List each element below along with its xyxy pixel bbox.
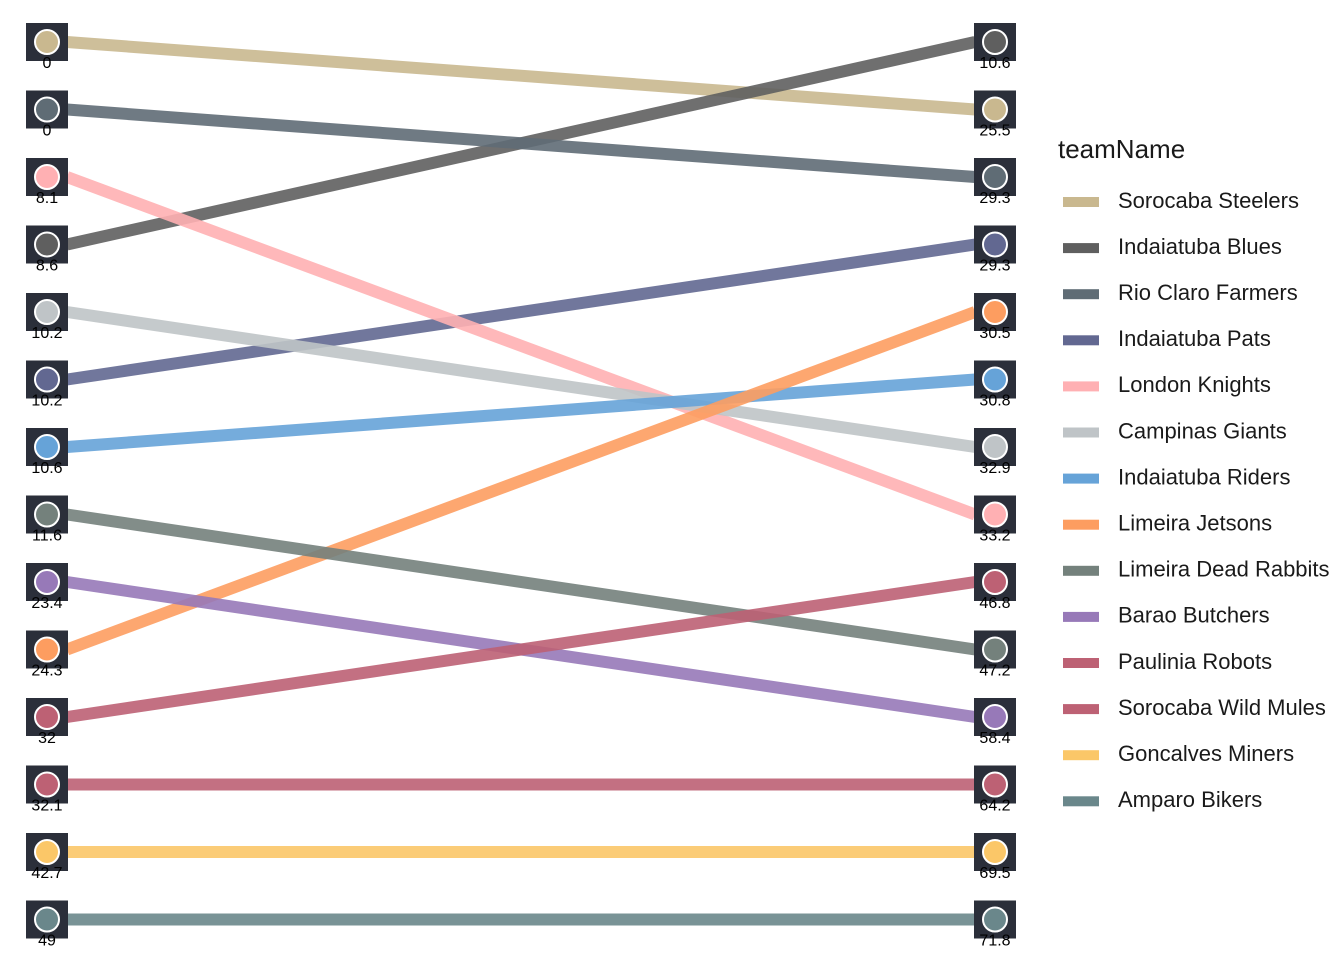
value-label: 33.2 <box>979 528 1010 545</box>
value-label: 8.6 <box>36 258 58 275</box>
slope-line <box>64 306 978 656</box>
slope-line <box>66 36 976 116</box>
legend-key <box>1063 243 1099 254</box>
logo-emblem <box>982 704 1008 730</box>
value-label: 46.8 <box>979 595 1010 612</box>
logo-emblem <box>34 569 60 595</box>
value-label: 42.7 <box>31 865 62 882</box>
legend-key <box>1063 427 1099 438</box>
legend-key <box>1063 381 1099 392</box>
logo-emblem <box>34 231 60 258</box>
value-label: 30.8 <box>979 393 1010 410</box>
logo-emblem <box>34 771 60 798</box>
legend-label: London Knights <box>1118 372 1271 397</box>
logo-emblem <box>34 704 60 730</box>
logo-emblem <box>982 164 1008 190</box>
logo-emblem <box>982 569 1008 595</box>
logo-emblem <box>982 366 1008 393</box>
legend-label: Indaiatuba Riders <box>1118 464 1290 489</box>
logo-emblem <box>34 906 60 933</box>
logo-emblem <box>34 96 60 123</box>
value-label: 69.5 <box>979 865 1010 882</box>
logo-emblem <box>34 366 60 393</box>
value-label: 23.4 <box>31 595 62 612</box>
logo-emblem <box>982 29 1008 55</box>
legend-key <box>1063 519 1099 530</box>
legend-key <box>1063 565 1099 576</box>
value-label: 10.6 <box>31 460 62 477</box>
slope-line <box>64 171 978 521</box>
legend-key <box>1063 335 1099 346</box>
logo-emblem <box>34 839 60 865</box>
legend-label: Rio Claro Farmers <box>1118 280 1298 305</box>
value-label: 10.6 <box>979 55 1010 72</box>
legend-label: Indaiatuba Pats <box>1118 326 1271 351</box>
logo-emblem <box>34 501 60 528</box>
logo-emblem <box>982 231 1008 258</box>
legend-label: Campinas Giants <box>1118 418 1287 443</box>
value-label: 71.8 <box>979 933 1010 950</box>
legend-label: Amparo Bikers <box>1118 787 1262 812</box>
legend-label: Limeira Dead Rabbits <box>1118 557 1330 582</box>
legend-label: Sorocaba Wild Mules <box>1118 695 1326 720</box>
logo-emblem <box>34 636 60 663</box>
legend-label: Goncalves Miners <box>1118 741 1294 766</box>
legend-key <box>1063 289 1099 300</box>
slope-line <box>66 238 976 386</box>
value-label: 8.1 <box>36 190 58 207</box>
value-label: 25.5 <box>979 123 1010 140</box>
logo-emblem <box>982 771 1008 798</box>
logo-emblem <box>982 501 1008 528</box>
slope-line <box>66 508 976 656</box>
value-label: 0 <box>43 55 52 72</box>
value-label: 32.1 <box>31 798 62 815</box>
logo-emblem <box>982 299 1008 325</box>
value-label: 0 <box>43 123 52 140</box>
legend-key <box>1063 473 1099 484</box>
legend-title: teamName <box>1058 134 1185 164</box>
value-label: 32 <box>38 730 56 747</box>
legend-key <box>1063 611 1099 622</box>
value-label: 47.2 <box>979 663 1010 680</box>
slope-line <box>66 103 976 183</box>
logo-emblem <box>34 29 60 55</box>
value-label: 10.2 <box>31 325 62 342</box>
value-label: 11.6 <box>32 528 62 545</box>
value-label: 10.2 <box>31 393 62 410</box>
logo-emblem <box>34 164 60 190</box>
logos: 0 25.5 8.6 10.6 0 29.3 10.2 29.3 8.1 33.2 10.2 32.9… <box>26 23 1016 950</box>
logo-emblem <box>34 299 60 325</box>
logo-emblem <box>982 906 1008 933</box>
logo-emblem <box>982 434 1008 460</box>
value-label: 29.3 <box>979 190 1010 207</box>
value-label: 24.3 <box>31 663 62 680</box>
logo-emblem <box>982 636 1008 663</box>
slope-line <box>66 373 976 453</box>
legend-label: Paulinia Robots <box>1118 649 1272 674</box>
legend-key <box>1063 704 1099 715</box>
value-label: 64.2 <box>979 798 1010 815</box>
slope-line <box>66 306 976 453</box>
legend-key <box>1063 796 1099 807</box>
legend-key <box>1063 750 1099 761</box>
logo-emblem <box>34 434 60 460</box>
value-label: 29.3 <box>979 258 1010 275</box>
value-label: 32.9 <box>979 460 1010 477</box>
logo-emblem <box>982 839 1008 865</box>
legend-label: Barao Butchers <box>1118 603 1270 628</box>
value-label: 30.5 <box>979 325 1010 342</box>
legend-label: Sorocaba Steelers <box>1118 188 1299 213</box>
legend-label: Indaiatuba Blues <box>1118 234 1282 259</box>
legend-key <box>1063 658 1099 668</box>
lines <box>64 36 978 926</box>
legend-key <box>1063 197 1099 207</box>
slope-line <box>66 576 976 723</box>
value-label: 58.4 <box>979 730 1010 747</box>
value-label: 49 <box>38 933 56 950</box>
logo-emblem <box>982 96 1008 123</box>
legend-label: Limeira Jetsons <box>1118 511 1272 536</box>
